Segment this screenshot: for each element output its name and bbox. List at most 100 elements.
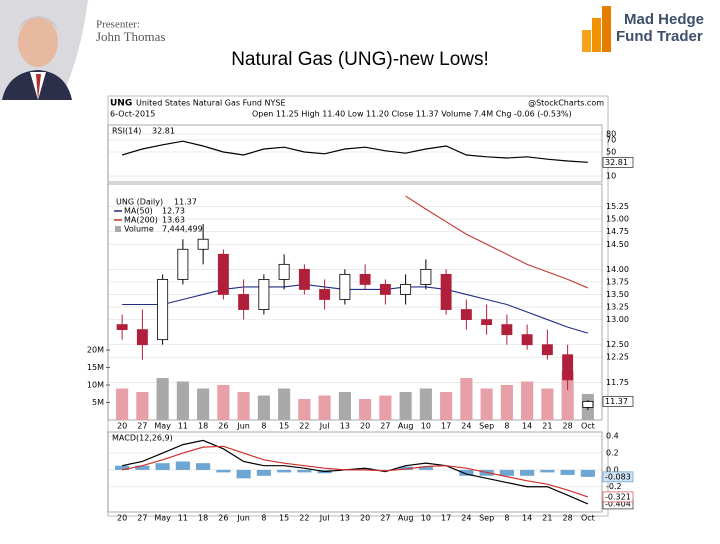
symbol: UNG	[110, 99, 132, 109]
series-line	[122, 439, 589, 505]
x-tick-label: 8	[504, 422, 509, 431]
volume-bar	[440, 392, 453, 420]
legend-label: MA(50)	[124, 207, 153, 216]
x-tick-label: 8	[261, 514, 266, 523]
candle-body	[541, 344, 553, 356]
histogram-bar	[115, 465, 130, 470]
moving-average	[122, 283, 589, 334]
y-tick-label: 13.25	[606, 303, 629, 312]
x-tick-label: May	[154, 422, 171, 431]
histogram-bar	[398, 466, 413, 470]
x-tick-label: 27	[137, 422, 147, 431]
x-tick-label: Jul	[319, 514, 330, 523]
x-tick-label: 20	[360, 422, 370, 431]
presenter-label: Presenter:	[96, 19, 140, 31]
x-tick-label: 18	[198, 514, 208, 523]
x-tick-label: 10	[421, 422, 431, 431]
candle-body	[440, 273, 452, 310]
y-tick-label: 14.00	[606, 265, 629, 274]
x-tick-label: Jun	[236, 514, 250, 523]
logo-text: Fund Trader	[616, 28, 703, 45]
x-tick-label: 21	[542, 422, 552, 431]
panel-frame	[107, 431, 603, 513]
panel-frame	[107, 124, 603, 183]
x-tick-label: 8	[261, 422, 266, 431]
x-tick-label: 24	[461, 422, 471, 431]
x-tick-label: Aug	[398, 514, 414, 523]
moving-average	[405, 195, 589, 289]
y-tick-label: -0.2	[606, 482, 622, 491]
histogram-bar	[418, 466, 433, 470]
volume-bar	[338, 392, 351, 420]
legend-label: UNG (Daily)	[116, 198, 163, 207]
volume-bar	[500, 385, 513, 420]
volume-bar	[156, 378, 169, 420]
histogram-bar	[580, 469, 595, 477]
x-tick-label: 17	[441, 514, 451, 523]
x-tick-label: Oct	[581, 422, 595, 431]
candle-body	[420, 268, 432, 285]
legend-value: 13.63	[162, 216, 185, 225]
volume-tick-label: 5M	[92, 398, 104, 407]
histogram-bar	[256, 469, 271, 476]
presenter-photo	[0, 0, 88, 100]
y-tick-label: 14.75	[606, 227, 629, 236]
x-tick-label: May	[154, 514, 171, 523]
x-tick-label: 22	[299, 422, 309, 431]
volume-tick-label: 15M	[87, 363, 104, 372]
y-tick-label: 15.25	[606, 202, 629, 211]
y-tick-label: 13.00	[606, 315, 629, 324]
panel-value: 32.81	[152, 127, 175, 136]
volume-bar	[298, 399, 311, 420]
x-tick-label: 11	[178, 422, 188, 431]
volume-bar	[379, 395, 392, 420]
last-value-box	[602, 491, 634, 503]
volume-bar	[419, 388, 432, 420]
x-tick-label: 22	[299, 514, 309, 523]
x-tick-label: Aug	[398, 422, 414, 431]
x-tick-label: 28	[563, 422, 573, 431]
candle-body	[400, 284, 412, 295]
x-tick-label: Jul	[319, 422, 330, 431]
panel-frame	[107, 183, 603, 421]
x-tick-label: 27	[380, 514, 390, 523]
fund-name: United States Natural Gas Fund NYSE	[136, 99, 286, 108]
y-tick-label: 13.50	[606, 290, 629, 299]
x-tick-label: 28	[563, 514, 573, 523]
x-tick-label: 20	[117, 422, 127, 431]
y-tick-label: 10	[606, 172, 616, 181]
last-value-label: 11.37	[605, 397, 628, 406]
presenter-name: John Thomas	[96, 29, 165, 44]
y-tick-label: 12.25	[606, 353, 629, 362]
histogram-bar	[135, 465, 150, 470]
volume-bar	[359, 399, 372, 420]
y-tick-label: 70	[606, 136, 616, 145]
candle-body	[521, 334, 533, 346]
volume-bar	[521, 381, 534, 420]
candle-body	[562, 354, 574, 381]
volume-bar	[116, 388, 129, 420]
volume-bar	[541, 388, 554, 420]
quote: Open 11.25 High 11.40 Low 11.20 Close 11…	[252, 110, 572, 119]
x-tick-label: Sep	[479, 422, 494, 431]
candle-body	[298, 268, 310, 290]
y-tick-label: 0.4	[606, 432, 619, 441]
volume-tick-label: 20M	[87, 346, 104, 355]
last-value-box	[602, 157, 634, 168]
y-tick-label: 11.75	[606, 378, 629, 387]
candle-body	[481, 319, 493, 325]
last-value-label: -0.321	[605, 492, 631, 501]
histogram-bar	[459, 469, 474, 476]
candle-body	[217, 253, 229, 295]
x-tick-label: 8	[504, 514, 509, 523]
histogram-bar	[540, 469, 555, 473]
legend-value: 7,444,499	[162, 225, 203, 234]
volume-bar	[460, 378, 473, 420]
candle-body	[116, 324, 128, 331]
y-tick-label: 13.75	[606, 277, 629, 286]
volume-bar	[278, 388, 291, 420]
y-tick-label: 15.00	[606, 215, 629, 224]
x-tick-label: 21	[542, 514, 552, 523]
x-tick-label: 17	[441, 422, 451, 431]
chart-frame	[107, 95, 609, 517]
